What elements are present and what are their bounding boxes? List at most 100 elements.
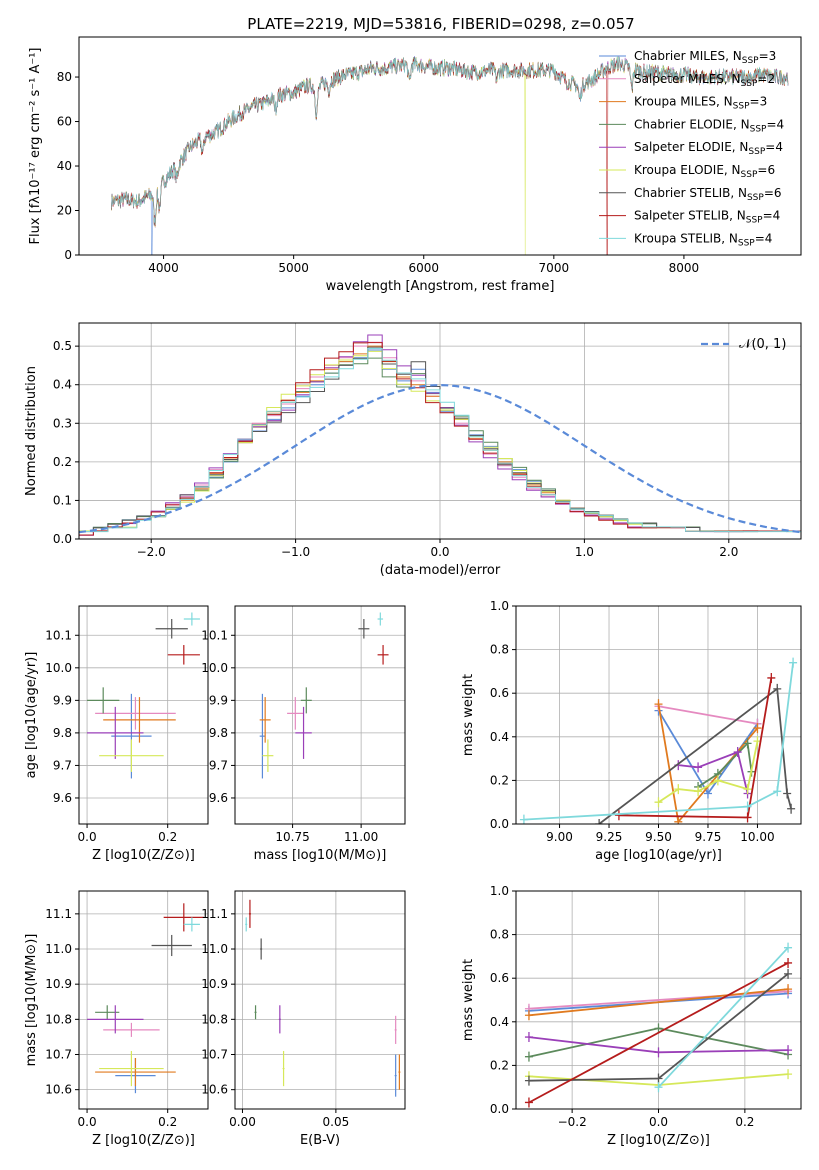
axes-box bbox=[78, 890, 209, 1110]
plot-area bbox=[519, 657, 798, 824]
x-tick-label: 10.00 bbox=[740, 830, 774, 844]
y-tick-label: 40 bbox=[57, 159, 72, 173]
x-tick-label: 5000 bbox=[278, 261, 309, 275]
x-axis-label: (data-model)/error bbox=[380, 563, 501, 578]
y-tick-label: 1.0 bbox=[490, 599, 509, 613]
series-marker-kroupa-elodie bbox=[674, 784, 683, 795]
panel-7: 0.00 0.05 10.6 10.7 10.8 10.9 11.0 11.1 E(B-V) bbox=[201, 890, 406, 1148]
plots-layer: 4000 5000 6000 7000 8000 0 20 40 60 80 wavelength … bbox=[24, 36, 802, 1148]
legend-tail: =4 bbox=[766, 117, 784, 131]
x-tick-label: 10.75 bbox=[275, 830, 309, 844]
y-tick-label: 0.8 bbox=[490, 928, 509, 942]
legend-entry-salpeter-elodie: Salpeter ELODIE, NSSP=4 bbox=[634, 140, 783, 157]
errorbar-point-salpeter-elodie bbox=[87, 706, 144, 759]
legend-entry-chabrier-miles: Chabrier MILES, NSSP=3 bbox=[634, 49, 776, 66]
errorbar-point-kroupa-stelib bbox=[183, 612, 200, 626]
series-marker-chabrier-elodie bbox=[654, 1023, 663, 1034]
series-marker-chabrier-stelib bbox=[783, 788, 792, 799]
y-tick-label: 10.7 bbox=[45, 1048, 72, 1062]
axes-frame: 0.0 0.2 9.6 9.7 9.8 9.9 10.0 10.1 Z [log10(Z/Z⊙)… bbox=[24, 605, 209, 863]
series-marker-salpeter-stelib bbox=[784, 957, 793, 968]
errorbar-point-chabrier-stelib bbox=[260, 938, 263, 960]
errorbar-point-chabrier-miles bbox=[259, 693, 266, 779]
legend-text: Kroupa STELIB, N bbox=[634, 231, 738, 245]
errorbar-point-salpeter-stelib bbox=[377, 645, 389, 665]
errorbar-point-salpeter-miles bbox=[103, 1022, 160, 1037]
legend-subscript: SSP bbox=[742, 56, 759, 66]
series-marker-kroupa-elodie bbox=[713, 775, 722, 786]
x-tick-label: 0.2 bbox=[158, 1115, 177, 1129]
legend-tail: =4 bbox=[755, 231, 773, 245]
y-tick-label: 0.4 bbox=[490, 730, 509, 744]
y-tick-label: 0.2 bbox=[490, 1058, 509, 1072]
errorbar-point-salpeter-stelib bbox=[248, 899, 251, 928]
y-tick-label: 0.8 bbox=[490, 643, 509, 657]
legend-subscript: SSP bbox=[747, 193, 764, 203]
axes-box bbox=[234, 890, 406, 1110]
y-tick-label: 10.1 bbox=[201, 628, 228, 642]
series-line-kroupa-elodie bbox=[658, 741, 759, 803]
y-tick-label: 9.8 bbox=[209, 726, 228, 740]
x-axis-label: E(B-V) bbox=[300, 1133, 340, 1148]
x-tick-label: 7000 bbox=[539, 261, 570, 275]
y-tick-label: 10.6 bbox=[201, 1083, 228, 1097]
x-tick-label: 8000 bbox=[669, 261, 700, 275]
errorbar-point-kroupa-miles bbox=[259, 697, 271, 743]
series-marker-salpeter-stelib bbox=[743, 812, 752, 823]
errorbar-point-salpeter-miles bbox=[287, 697, 304, 730]
errorbar-point-salpeter-miles bbox=[95, 697, 176, 730]
y-tick-label: 11.1 bbox=[201, 907, 228, 921]
legend-tail: =3 bbox=[750, 95, 768, 109]
series-marker-chabrier-stelib bbox=[595, 819, 604, 824]
y-tick-label: 0.5 bbox=[53, 339, 72, 353]
series-marker-chabrier-miles bbox=[703, 788, 712, 799]
y-tick-label: 10.6 bbox=[45, 1083, 72, 1097]
figure-title: PLATE=2219, MJD=53816, FIBERID=0298, z=0… bbox=[247, 15, 634, 33]
x-axis-label: wavelength [Angstrom, rest frame] bbox=[326, 279, 555, 294]
y-tick-label: 9.6 bbox=[53, 791, 72, 805]
y-tick-label: 10.0 bbox=[45, 661, 72, 675]
legend-entry-chabrier-stelib: Chabrier STELIB, NSSP=6 bbox=[634, 186, 782, 203]
x-tick-label: 11.00 bbox=[344, 830, 378, 844]
series-marker-salpeter-elodie bbox=[524, 1032, 533, 1043]
series-marker-chabrier-stelib bbox=[773, 683, 782, 694]
series-marker-kroupa-elodie bbox=[784, 1069, 793, 1080]
series-marker-kroupa-stelib bbox=[519, 814, 528, 824]
y-tick-label: 0.2 bbox=[53, 455, 72, 469]
y-tick-label: 10.1 bbox=[45, 628, 72, 642]
axes-box bbox=[78, 36, 802, 256]
series-marker-salpeter-elodie bbox=[733, 747, 742, 758]
axes-frame: 10.75 11.00 9.6 9.7 9.8 9.9 10.0 10.1 mass [log1… bbox=[201, 605, 406, 863]
legend-subscript: SSP bbox=[750, 124, 767, 134]
legend-subscript: SSP bbox=[741, 79, 758, 89]
x-axis-label: Z [log10(Z/Z⊙)] bbox=[92, 1133, 195, 1148]
spectrum-line-kroupa-stelib bbox=[111, 56, 789, 225]
legend-tail: =2 bbox=[757, 72, 775, 86]
series-marker-chabrier-elodie bbox=[524, 1051, 533, 1062]
panel-2: −2.0 −1.0 0.0 1.0 2.0 0.0 0.1 0.2 0.3 0.4 0.5 (data… bbox=[24, 322, 802, 578]
panel-3: 0.0 0.2 9.6 9.7 9.8 9.9 10.0 10.1 Z [log10(Z/Z⊙)… bbox=[24, 605, 209, 863]
plot-area bbox=[259, 612, 389, 779]
legend-tail: =4 bbox=[765, 140, 783, 154]
errorbar-point-salpeter-stelib bbox=[163, 903, 204, 932]
x-tick-label: −0.2 bbox=[558, 1115, 587, 1129]
series-marker-kroupa-miles bbox=[674, 816, 683, 824]
y-axis-label: mass [log10(M/M⊙)] bbox=[24, 934, 39, 1067]
y-tick-label: 0.0 bbox=[53, 532, 72, 546]
y-axis-label: Flux [fλ10⁻¹⁷ erg cm⁻² s⁻¹ A⁻¹] bbox=[28, 48, 43, 245]
legend-tail: =6 bbox=[757, 163, 775, 177]
axes-box bbox=[234, 605, 406, 825]
axes-frame: 9.00 9.25 9.50 9.75 10.00 0.0 0.2 0.4 0.6 0.8 1.0 a… bbox=[461, 599, 802, 863]
x-tick-label: 6000 bbox=[408, 261, 439, 275]
series-marker-salpeter-stelib bbox=[614, 810, 623, 821]
series-marker-kroupa-miles bbox=[753, 723, 762, 734]
x-tick-label: 0.0 bbox=[430, 545, 449, 559]
series-line-salpeter-stelib bbox=[528, 962, 789, 1104]
series-marker-chabrier-stelib bbox=[654, 1073, 663, 1084]
errorbar-point-salpeter-stelib bbox=[167, 645, 200, 665]
legend-subscript: SSP bbox=[748, 147, 765, 157]
panel-1: 4000 5000 6000 7000 8000 0 20 40 60 80 wavelength … bbox=[28, 36, 802, 294]
y-axis-label: mass weight bbox=[461, 959, 476, 1041]
axes-frame: 0.00 0.05 10.6 10.7 10.8 10.9 11.0 11.1 E(B-V) bbox=[201, 890, 406, 1148]
axes-frame: 0.0 0.2 10.6 10.7 10.8 10.9 11.0 11.1 Z [log10(Z… bbox=[24, 890, 209, 1148]
